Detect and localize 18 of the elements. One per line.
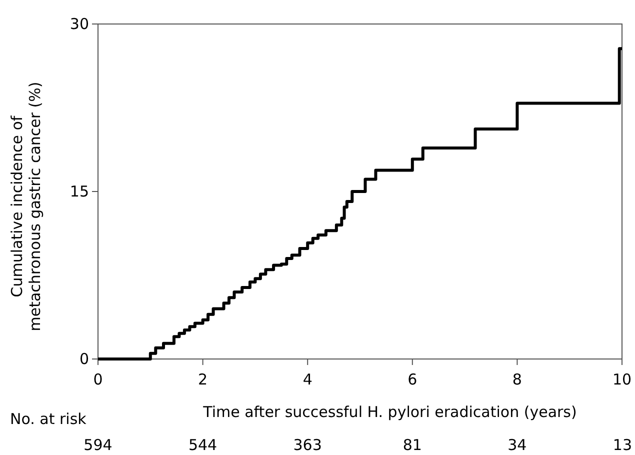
- text: 34: [508, 436, 527, 454]
- x-tick-label: 2: [198, 370, 208, 388]
- x-axis-title: Time after successful H. pylori eradication (years): [202, 403, 577, 421]
- x-tick-label: 6: [408, 370, 418, 388]
- text: No. at risk: [10, 410, 87, 428]
- y-tick-label: 15: [70, 182, 89, 200]
- text: 13: [612, 436, 632, 454]
- x-tick-label: 0: [93, 370, 103, 388]
- text: 81: [402, 436, 422, 454]
- text: 544: [188, 436, 218, 454]
- y-axis-title: Cumulative incidence of metachronous gastric cancer (%): [8, 82, 44, 332]
- x-tick-label: 8: [512, 370, 522, 388]
- text: 363: [293, 436, 322, 454]
- text: 594: [84, 436, 112, 454]
- y-tick-label: 0: [79, 350, 89, 368]
- y-tick-label: 30: [70, 14, 89, 33]
- x-tick-label: 4: [302, 370, 312, 388]
- x-tick-label: 10: [612, 370, 632, 388]
